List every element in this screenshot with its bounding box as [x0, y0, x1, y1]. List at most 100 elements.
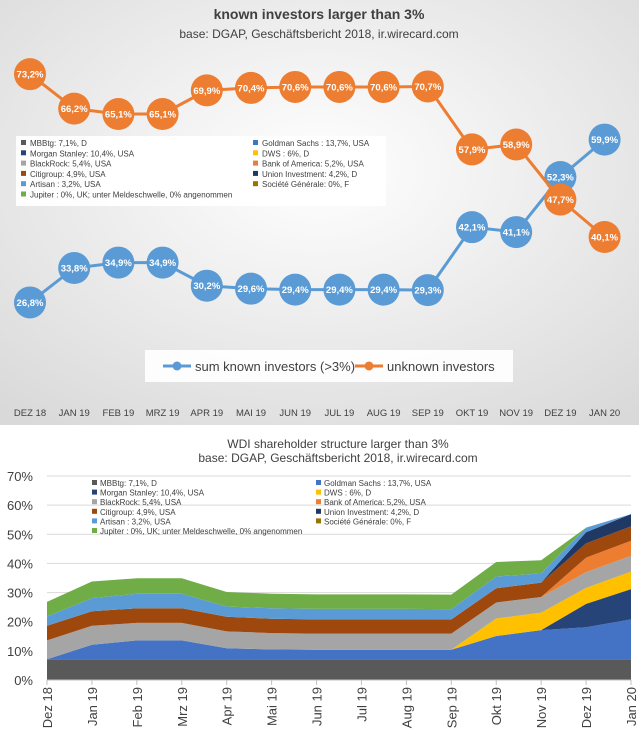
series-legend-label: sum known investors (>3%): [195, 359, 355, 374]
data-point: [500, 128, 533, 161]
legend-entry: MBBtg: 7,1%, D: [30, 139, 87, 148]
data-point: [102, 246, 135, 279]
data-label: 29,6%: [238, 284, 265, 295]
data-point: [456, 133, 488, 166]
x-tick-label: Jun 19: [310, 687, 325, 726]
data-label: 57,9%: [459, 145, 486, 156]
legend-swatch: [253, 140, 258, 145]
data-point: [544, 160, 577, 193]
legend-swatch: [21, 160, 26, 166]
legend-entry: Goldman Sachs : 13,7%, USA: [262, 139, 370, 148]
area-series-dws: [47, 571, 631, 660]
legend-entry: Artisan : 3,2%, USA: [30, 180, 101, 189]
series-legend-box: [145, 350, 513, 382]
chart-subtitle: base: DGAP, Geschäftsbericht 2018, ir.wi…: [179, 27, 458, 41]
x-tick-label: AUG 19: [367, 408, 401, 419]
data-point: [14, 286, 46, 319]
legend-swatch: [316, 480, 321, 485]
y-tick-label: 70%: [7, 469, 33, 484]
x-tick-label: Aug 19: [399, 687, 414, 728]
data-point: [279, 273, 312, 306]
chart-title: WDI shareholder structure larger than 3%: [227, 437, 449, 451]
legend-entry: Morgan Stanley: 10,4%, USA: [30, 149, 135, 158]
legend-swatch: [316, 508, 321, 514]
legend-swatch: [316, 489, 321, 495]
legend-swatch: [21, 191, 26, 197]
x-tick-label: Apr 19: [220, 687, 235, 725]
x-tick-label: JAN 19: [59, 408, 90, 419]
legend-entry: BlackRock: 5,4%, USA: [30, 160, 112, 169]
data-point: [14, 58, 46, 91]
legend-swatch: [92, 508, 97, 514]
legend-swatch: [316, 499, 321, 505]
data-label: 69,9%: [193, 86, 220, 97]
data-point: [102, 98, 135, 131]
x-tick-label: DEZ 19: [544, 408, 576, 419]
legend-swatch: [253, 160, 258, 166]
legend-entry: Jupiter : 0%, UK; unter Meldeschwelle, 0…: [30, 191, 232, 200]
chart-title: known investors larger than 3%: [214, 6, 425, 22]
legend-swatch: [21, 181, 26, 187]
data-label: 58,9%: [503, 140, 530, 151]
legend-swatch: [92, 489, 97, 495]
x-tick-label: FEB 19: [103, 408, 135, 419]
data-point: [279, 70, 312, 103]
y-tick-label: 20%: [7, 615, 33, 630]
data-point: [544, 183, 577, 216]
data-point: [146, 246, 179, 279]
data-label: 29,4%: [326, 285, 353, 296]
legend-entry: DWS : 6%, D: [324, 489, 371, 498]
legend-entry: Union Investment: 4,2%, D: [262, 170, 357, 179]
legend-entry: BlackRock: 5,4%, USA: [100, 498, 182, 507]
x-tick-label: Jan 20: [624, 687, 639, 726]
legend-swatch: [92, 518, 97, 524]
shareholder-structure-area-chart: WDI shareholder structure larger than 3%…: [0, 425, 639, 743]
data-point: [323, 273, 356, 306]
x-tick-label: MRZ 19: [146, 408, 180, 419]
known-investors-line-chart: known investors larger than 3% base: DGAP…: [0, 0, 639, 425]
x-tick-label: JAN 20: [589, 408, 620, 419]
data-label: 47,7%: [547, 195, 574, 206]
data-label: 65,1%: [105, 110, 132, 121]
legend-entry: Citigroup: 4,9%, USA: [100, 508, 176, 517]
data-label: 65,1%: [149, 110, 176, 121]
data-label: 73,2%: [17, 70, 44, 81]
data-point: [367, 70, 400, 103]
data-point: [323, 70, 356, 103]
legend-swatch: [92, 499, 97, 505]
x-tick-label: OKT 19: [456, 408, 489, 419]
data-label: 26,8%: [17, 298, 44, 309]
data-label: 41,1%: [503, 228, 530, 239]
data-point: [146, 98, 179, 131]
area-series-jupiter: [47, 514, 631, 617]
legend-swatch: [253, 181, 258, 187]
x-tick-label: Sep 19: [444, 687, 459, 728]
legend-entry: MBBtg: 7,1%, D: [100, 479, 157, 488]
y-tick-label: 40%: [7, 556, 33, 571]
data-point: [411, 274, 444, 307]
data-point: [235, 71, 267, 104]
x-tick-label: Dez 19: [579, 687, 594, 728]
area-series-citigroup: [47, 526, 631, 641]
data-label: 29,4%: [370, 285, 397, 296]
legend-swatch: [316, 518, 321, 524]
chart-subtitle: base: DGAP, Geschäftsbericht 2018, ir.wi…: [198, 451, 477, 465]
data-label: 66,2%: [61, 104, 88, 115]
data-point: [456, 211, 488, 244]
data-point: [500, 216, 533, 249]
data-point: [588, 221, 621, 254]
legend-marker: [364, 361, 374, 371]
y-tick-label: 50%: [7, 527, 33, 542]
legend-swatch: [92, 528, 97, 533]
data-label: 52,3%: [547, 172, 574, 183]
x-tick-label: Dez 18: [40, 687, 55, 728]
x-tick-label: Jul 19: [354, 687, 369, 722]
data-point: [190, 74, 223, 107]
data-point: [58, 92, 91, 125]
data-label: 33,8%: [61, 264, 88, 275]
y-tick-label: 0%: [14, 673, 33, 688]
legend-entry: Jupiter : 0%, UK; unter Meldeschwelle, 0…: [100, 527, 302, 536]
legend-swatch: [21, 140, 26, 145]
legend-entry: Union Investment: 4,2%, D: [324, 508, 419, 517]
legend-entry: Citigroup: 4,9%, USA: [30, 170, 106, 179]
